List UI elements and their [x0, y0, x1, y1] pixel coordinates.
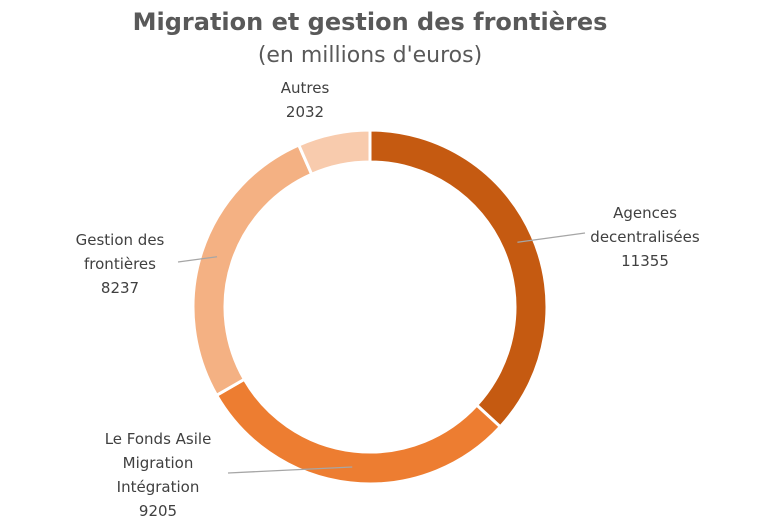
data-label-category: decentralisées: [590, 228, 700, 246]
donut-segments: [191, 128, 549, 486]
chart-title: Migration et gestion des frontières: [133, 8, 608, 36]
data-labels: Agences decentralisées 11355 Le Fonds Asile…: [76, 79, 700, 520]
data-label-category: Migration: [123, 454, 194, 472]
leader-lines: [177, 232, 586, 474]
donut-segment: [214, 377, 503, 486]
data-label-category: Gestion des: [76, 231, 165, 249]
donut-segment: [296, 128, 372, 177]
leader-line: [517, 232, 586, 243]
data-label-value: 2032: [286, 103, 324, 121]
data-label: Autres 2032: [281, 79, 330, 121]
data-label: Le Fonds Asile Migration Intégration 9205: [105, 430, 212, 520]
chart-subtitle: (en millions d'euros): [258, 43, 482, 68]
data-label-category: Le Fonds Asile: [105, 430, 212, 448]
data-label-value: 11355: [621, 252, 669, 270]
data-label-category: Autres: [281, 79, 330, 97]
data-label-category: Intégration: [117, 478, 200, 496]
data-label-category: frontières: [84, 255, 156, 273]
data-label: Agences decentralisées 11355: [590, 204, 700, 270]
data-label-value: 9205: [139, 502, 177, 520]
data-label-category: Agences: [613, 204, 677, 222]
data-label-value: 8237: [101, 279, 139, 297]
donut-segment: [191, 142, 314, 398]
leader-line: [227, 466, 353, 474]
data-label: Gestion des frontières 8237: [76, 231, 165, 297]
leader-line: [177, 256, 218, 263]
donut-segment: [368, 128, 549, 429]
